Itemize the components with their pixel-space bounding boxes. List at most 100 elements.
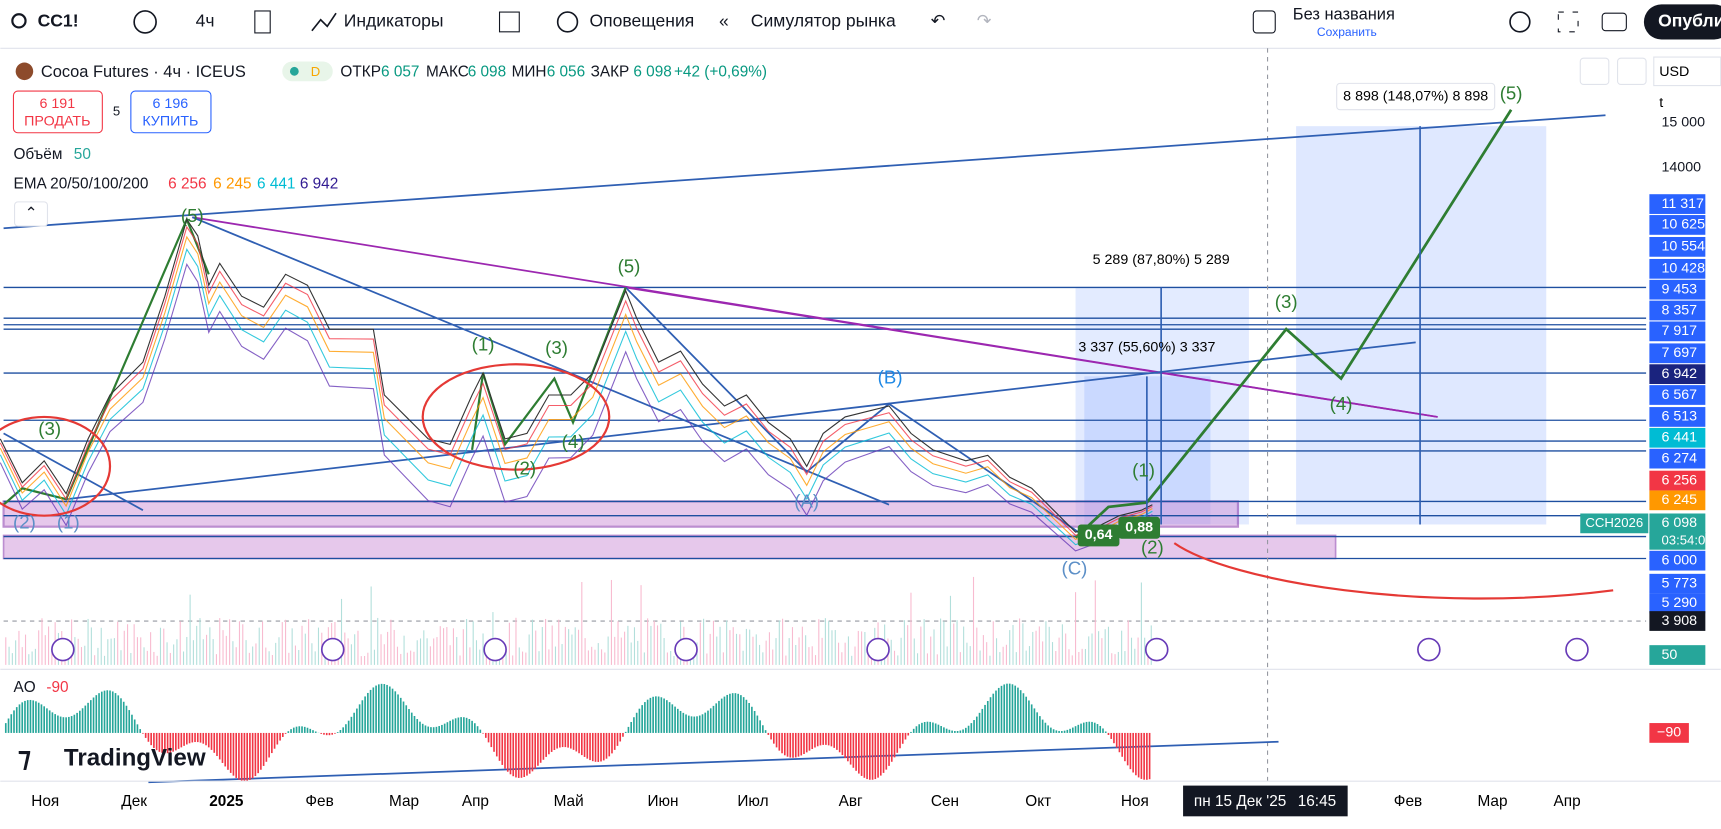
wave-label: (4) — [562, 431, 585, 452]
alerts[interactable]: Оповещения — [589, 11, 694, 31]
zone — [2, 500, 1240, 528]
crosshair-time: 16:45 — [1298, 793, 1336, 810]
flag-box — [282, 61, 333, 82]
time-label: Ноя — [31, 793, 59, 810]
price-label-bg — [1649, 343, 1706, 364]
price-label: 50 — [1661, 647, 1677, 663]
time-label: Ноя — [1121, 793, 1149, 810]
time-label: Сен — [931, 793, 959, 810]
price-label: 6 441 — [1661, 430, 1697, 446]
replay[interactable]: Симулятор рынка — [751, 11, 896, 31]
price-label: 6 567 — [1661, 387, 1697, 403]
alerts-icon — [556, 11, 579, 33]
price-label-bg — [1649, 215, 1706, 235]
fullscreen[interactable] — [1557, 11, 1579, 33]
ao-axis-bg — [1649, 723, 1689, 743]
snapshot[interactable] — [1601, 12, 1627, 32]
price-label-bg — [1649, 258, 1706, 279]
high: 6 098 — [468, 63, 506, 80]
brand-logo: ⁊ — [18, 742, 31, 772]
wave-label: (A) — [794, 490, 819, 511]
collapse-legend[interactable] — [14, 201, 49, 227]
time-label: Июл — [737, 793, 768, 810]
price-label-bg — [1649, 385, 1706, 405]
price-label: 5 773 — [1661, 575, 1697, 591]
interval[interactable]: 4ч — [196, 11, 215, 31]
price-label-bg — [1649, 364, 1706, 385]
sell[interactable]: ПРОДАТЬ — [24, 114, 90, 130]
ratio-box — [1118, 516, 1161, 539]
indicators[interactable]: Индикаторы — [344, 11, 444, 31]
buy[interactable]: КУПИТЬ — [142, 114, 198, 130]
time-label: Май — [554, 793, 584, 810]
redo[interactable]: ↷ — [977, 11, 992, 31]
sell-button[interactable] — [12, 90, 103, 134]
time-label: Мар — [1477, 793, 1507, 810]
wave-label: (C) — [1062, 557, 1088, 578]
wave-label: (5) — [618, 256, 641, 277]
brand: TradingView — [64, 745, 206, 772]
save[interactable]: Сохранить — [1317, 25, 1377, 39]
time-label: Апр — [1554, 793, 1581, 810]
time-label: Фев — [1394, 793, 1422, 810]
trend-line — [625, 286, 1088, 539]
trend-line — [625, 286, 1438, 418]
price-label: 5 290 — [1661, 595, 1697, 611]
currency-box[interactable] — [1653, 56, 1721, 87]
open-label: ОТКР — [340, 63, 381, 80]
price-label: 6 256 — [1661, 472, 1697, 488]
price-label: 6 098 — [1661, 515, 1697, 531]
measure-box — [1336, 82, 1496, 111]
symbol[interactable]: CC1! — [38, 11, 79, 31]
high-label: МАКС — [426, 63, 469, 80]
crosshair-date-bg — [1183, 785, 1348, 817]
trend-line — [191, 216, 890, 506]
legend-title: Cocoa Futures · 4ч · ICEUS — [41, 63, 246, 81]
price-label-bg — [1649, 279, 1706, 300]
toolbar: CC1! 4ч Индикаторы Оповещения « Симулято… — [11, 4, 1721, 40]
price-label: 10 428 — [1661, 261, 1705, 277]
layout-name[interactable]: Без названия — [1293, 6, 1395, 24]
settings[interactable] — [1509, 11, 1531, 33]
ema-200: 6 942 — [300, 175, 338, 192]
flag: D — [311, 64, 321, 79]
volume: 50 — [74, 146, 91, 163]
time-label: 2025 — [209, 793, 244, 810]
scroll-button[interactable] — [1579, 57, 1610, 86]
event-icon — [51, 637, 75, 662]
add-symbol[interactable] — [133, 10, 157, 34]
unit[interactable]: t — [1659, 95, 1663, 111]
low-label: МИН — [512, 63, 547, 80]
price-label-bg — [1649, 470, 1706, 491]
ema-100: 6 441 — [257, 175, 295, 192]
sell-price[interactable]: 6 191 — [40, 96, 76, 112]
layout-icon — [1252, 10, 1276, 34]
price-label: 3 908 — [1661, 613, 1697, 629]
measure-label: 8 898 (148,07%) 8 898 — [1343, 88, 1488, 104]
currency[interactable]: USD — [1659, 64, 1689, 80]
ao-axis: −90 — [1657, 725, 1681, 741]
symbol-logo — [15, 62, 34, 81]
buy-button[interactable] — [130, 90, 212, 134]
price-label: 7 697 — [1661, 345, 1697, 361]
ema-50: 6 245 — [213, 175, 251, 192]
chart-type[interactable] — [254, 10, 271, 34]
publish[interactable]: Опубли — [1658, 11, 1721, 31]
buy-price[interactable]: 6 196 — [153, 96, 189, 112]
wave-label: (1) — [472, 334, 495, 355]
ratio-label: 0,88 — [1125, 520, 1153, 536]
price-label: 11 317 — [1661, 196, 1704, 212]
status-dot — [289, 66, 299, 76]
spread: 5 — [113, 103, 120, 118]
ema-line — [0, 263, 1153, 552]
ema-label: EMA 20/50/100/200 — [13, 175, 148, 192]
reset-button[interactable] — [1617, 57, 1647, 86]
templates[interactable] — [498, 11, 520, 33]
price-label-bg — [1649, 321, 1706, 342]
price-label: 6 513 — [1661, 409, 1697, 425]
undo[interactable]: ↶ — [931, 11, 946, 31]
price-label-bg — [1649, 550, 1706, 571]
publish-button[interactable] — [1643, 4, 1721, 40]
legend: Cocoa Futures · 4ч · ICEUS D ОТКР 6 057 … — [12, 61, 767, 772]
close-label: ЗАКР — [591, 63, 630, 80]
